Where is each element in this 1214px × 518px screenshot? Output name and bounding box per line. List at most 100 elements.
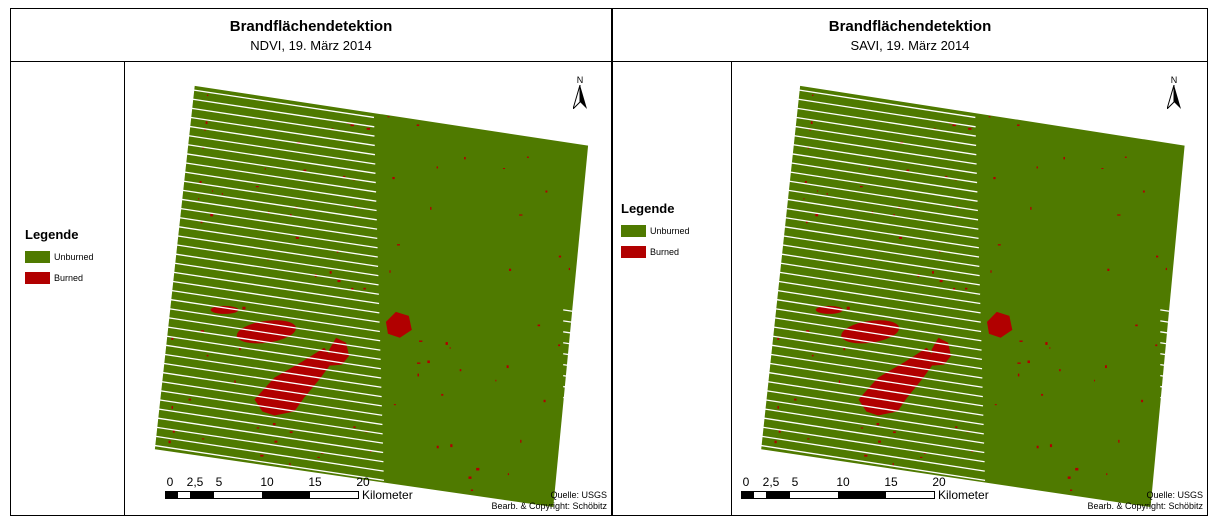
burned-pixel	[520, 439, 522, 443]
burned-pixel	[892, 431, 896, 434]
burned-pixel	[1027, 360, 1030, 364]
burned-pixel	[295, 236, 299, 239]
burned-pixel	[1049, 347, 1051, 349]
burned-pixel	[1101, 168, 1104, 170]
data-gap-stripe	[172, 271, 380, 305]
data-gap-stripe	[563, 429, 594, 436]
data-gap-stripe	[1160, 407, 1190, 414]
burned-pixel	[350, 124, 355, 127]
burned-pixel	[392, 176, 395, 180]
burned-pixel	[260, 454, 264, 457]
burned-pixel	[430, 206, 432, 210]
burned-pixel	[206, 354, 209, 357]
burned-area	[210, 305, 239, 314]
burned-pixel	[200, 220, 203, 224]
burned-pixel	[416, 124, 420, 127]
burned-pixel	[369, 450, 372, 453]
burned-pixel	[838, 380, 841, 384]
legend-label: Burned	[54, 272, 84, 283]
burned-pixel	[1036, 166, 1038, 169]
legend-label: Unburned	[650, 225, 690, 236]
legend-label: Burned	[650, 246, 680, 257]
burned-pixel	[968, 127, 972, 130]
burned-area	[385, 311, 412, 338]
burned-pixel	[971, 450, 974, 453]
burned-pixel	[255, 186, 259, 188]
burned-pixel	[545, 190, 548, 193]
north-label: N	[1170, 75, 1178, 85]
data-gap-stripe	[563, 309, 594, 316]
burned-pixel	[389, 270, 391, 273]
data-gap-stripe	[762, 417, 985, 454]
burned-pixel	[1041, 393, 1044, 396]
data-gap-stripe	[1160, 418, 1190, 425]
burned-pixel	[1036, 445, 1039, 449]
scale-unit: Kilometer	[938, 488, 989, 502]
data-gap-stripe	[776, 289, 981, 323]
data-gap-stripe	[771, 335, 983, 370]
data-gap-stripe	[191, 98, 375, 128]
data-gap-stripe	[167, 317, 381, 351]
north-arrow-icon	[1166, 84, 1181, 110]
burned-pixel	[1142, 190, 1145, 193]
data-gap-stripe	[797, 89, 976, 119]
data-gap-stripe	[177, 225, 378, 258]
data-gap-stripe	[155, 426, 384, 463]
data-gap-stripe	[1160, 364, 1190, 370]
burned-pixel	[1104, 365, 1107, 369]
legend-swatch-unburned	[621, 224, 646, 237]
data-gap-stripe	[772, 326, 982, 361]
burned-pixel	[206, 94, 209, 97]
data-gap-stripe	[563, 364, 594, 370]
burned-pixel	[1155, 255, 1159, 258]
burned-pixel	[464, 156, 466, 160]
data-gap-stripe	[159, 390, 383, 426]
burned-pixel	[321, 452, 324, 454]
burned-pixel	[449, 347, 451, 349]
burned-pixel	[337, 279, 341, 283]
data-gap-stripe	[183, 171, 377, 202]
data-gap-stripe	[793, 125, 977, 156]
burned-pixel	[1017, 373, 1020, 377]
burned-pixel	[805, 220, 808, 224]
map-frame: N 0 2,5 5 10 15 20 Kilometer Quel	[124, 61, 611, 515]
burned-pixel	[994, 404, 997, 406]
data-gap-stripe	[563, 495, 594, 502]
data-gap-stripe	[563, 374, 594, 381]
data-gap-stripe	[157, 408, 384, 444]
scale-tick: 20	[356, 475, 370, 489]
burned-pixel	[353, 426, 356, 428]
burned-pixel	[199, 180, 202, 184]
burned-pixel	[212, 190, 214, 192]
scale-tick: 2,5	[186, 475, 204, 489]
burned-pixel	[242, 306, 246, 310]
data-gap-stripe	[563, 451, 594, 458]
burned-pixel	[1070, 489, 1073, 492]
burned-pixel	[817, 190, 819, 192]
burned-pixel	[363, 287, 366, 290]
scale-tick: 10	[260, 475, 274, 489]
data-gap-stripe	[156, 417, 384, 454]
burned-pixel	[993, 176, 996, 180]
data-gap-stripe	[785, 198, 979, 230]
burned-pixel	[239, 347, 241, 351]
data-gap-stripe	[563, 342, 594, 348]
data-gap-stripe	[563, 331, 594, 337]
burned-pixel	[923, 452, 927, 454]
data-gap-stripe	[794, 116, 977, 147]
burned-pixel	[234, 380, 236, 384]
burned-pixel	[1075, 467, 1079, 471]
burned-pixel	[289, 463, 291, 466]
data-gap-stripe	[181, 189, 377, 221]
burned-pixel	[990, 270, 992, 273]
burned-pixel	[812, 94, 814, 97]
burned-pixel	[1063, 156, 1065, 160]
scale-bar: 0 2,5 5 10 15 20 Kilometer	[165, 475, 413, 507]
burned-pixel	[939, 251, 941, 253]
data-gap-stripe	[154, 435, 384, 472]
data-gap-stripe	[766, 380, 984, 416]
burned-pixel	[205, 121, 208, 125]
data-gap-stripe	[563, 473, 594, 480]
data-gap-stripe	[189, 116, 375, 147]
burned-pixel	[953, 287, 956, 291]
